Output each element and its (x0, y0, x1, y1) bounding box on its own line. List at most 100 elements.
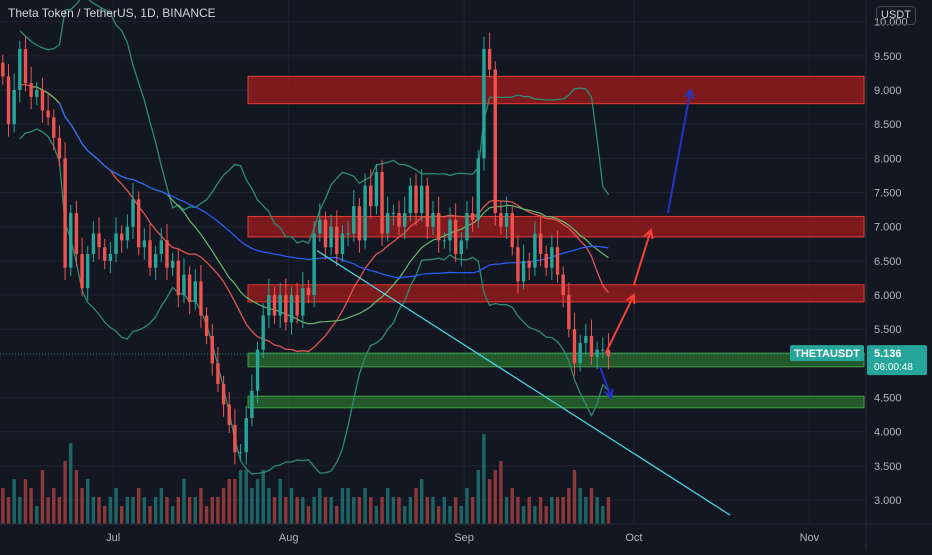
volume-bar (1, 488, 5, 524)
volume-bar (114, 488, 118, 524)
candle-body (159, 240, 164, 255)
volume-bar (431, 497, 435, 524)
candle-body (363, 185, 367, 241)
candle-body (221, 383, 226, 405)
volume-bar (369, 497, 373, 524)
volume-bar (318, 488, 322, 524)
candle-body (97, 233, 101, 248)
y-tick-label: 7.000 (874, 222, 902, 234)
arrow-head (603, 388, 614, 400)
volume-bar (295, 497, 299, 524)
candle-body (6, 76, 11, 125)
candle-body (606, 349, 611, 357)
volume-bar (510, 488, 514, 524)
volume-bar (436, 506, 441, 524)
candle-body (453, 219, 458, 255)
volume-bar (482, 434, 486, 524)
resistance-zone (247, 215, 865, 238)
volume-bar (216, 497, 220, 524)
candle-body (284, 295, 288, 323)
candle-body (187, 274, 192, 302)
x-tick-label: Sep (454, 532, 474, 544)
candle-body (153, 254, 158, 268)
volume-bar (193, 497, 197, 524)
volume-bar (601, 506, 605, 524)
y-tick-label: 3.000 (874, 495, 902, 507)
volume-bar (306, 506, 311, 524)
volume-bar (567, 488, 571, 524)
volume-bar (419, 479, 424, 524)
candle-body (561, 274, 565, 296)
volume-bar (346, 488, 350, 524)
volume-bar (119, 506, 124, 524)
candle-body (391, 213, 396, 215)
candle-body (567, 295, 571, 330)
candle-body (233, 424, 237, 453)
volume-bar (578, 488, 582, 524)
candle-body (40, 90, 45, 111)
y-tick-label: 3.500 (874, 461, 902, 473)
volume-bar (63, 461, 67, 524)
candle-body (18, 49, 22, 91)
candle-body (114, 233, 118, 255)
candle-body (216, 363, 220, 384)
volume-bar (521, 506, 526, 524)
volume-bar (470, 497, 475, 524)
volume-bar (329, 497, 333, 524)
candle-body (318, 219, 322, 234)
volume-bar (335, 506, 339, 524)
volume-bar (69, 443, 73, 524)
candle-body (352, 206, 356, 234)
candle-body (465, 213, 469, 241)
candle-body (108, 254, 113, 261)
volume-bar (12, 479, 16, 524)
candle-body (69, 213, 73, 268)
volume-bar (278, 479, 282, 524)
drawings (0, 87, 866, 516)
volume-bar (397, 497, 401, 524)
candle-body (335, 226, 339, 255)
volume-bar (289, 488, 294, 524)
candle-body (538, 233, 543, 255)
candle-body (436, 213, 441, 241)
volume-bar (153, 497, 158, 524)
volume-bar (74, 470, 79, 524)
bar-countdown-text: 06:00:48 (874, 362, 913, 373)
volume-bar (516, 497, 520, 524)
currency-button[interactable]: USDT (876, 6, 916, 25)
volume-bar (80, 488, 84, 524)
candle-body (278, 295, 282, 316)
candle-body (419, 185, 424, 214)
volume-bar (323, 497, 328, 524)
candle-body (544, 254, 548, 268)
volume-bar (408, 497, 413, 524)
y-tick-label: 9.500 (874, 51, 902, 63)
volume-bar (527, 497, 531, 524)
candle-body (29, 83, 33, 97)
candle-body (74, 213, 79, 255)
last-price-tag-bg (867, 345, 927, 376)
volume-bar (18, 497, 22, 524)
candle-body (386, 213, 390, 234)
candle-body (572, 329, 577, 364)
candle-body (142, 240, 147, 248)
candle-body (176, 260, 180, 296)
volume-bar (352, 497, 356, 524)
volume-bar (465, 488, 469, 524)
volume-bar (46, 497, 50, 524)
candle-body (578, 342, 582, 364)
volume-bar (40, 470, 45, 524)
volume-bar (504, 497, 509, 524)
candle-body (227, 404, 231, 425)
symbol-tag-bg (790, 345, 864, 362)
candle-body (589, 336, 594, 357)
x-tick-label: Aug (279, 532, 299, 544)
volume-bar (170, 506, 175, 524)
candle-body (521, 260, 526, 282)
volume-bar (391, 497, 396, 524)
volume-bar (210, 497, 214, 524)
y-tick-label: 6.500 (874, 256, 902, 268)
volume-bar (125, 497, 130, 524)
